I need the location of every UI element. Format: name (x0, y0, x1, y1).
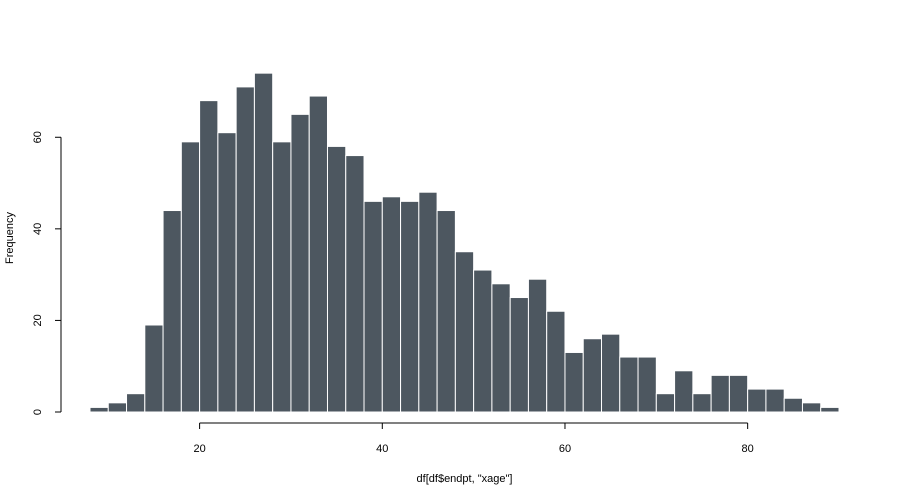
histogram-bar (546, 310, 566, 413)
histogram-bar (619, 356, 639, 413)
histogram-bar (601, 333, 621, 413)
histogram-bar (162, 210, 182, 413)
histogram-bar (418, 191, 438, 413)
x-tick-label: 80 (742, 443, 754, 455)
histogram-bar (272, 141, 292, 413)
y-tick-label: 20 (32, 314, 44, 326)
histogram-bar (326, 145, 347, 413)
histogram-bar (692, 393, 712, 413)
histogram-bar (436, 210, 456, 413)
histogram-bar (747, 388, 767, 413)
histogram-bar (509, 297, 529, 413)
histogram-bar (527, 278, 548, 413)
histogram-bar (400, 200, 420, 413)
histogram-bar (783, 397, 803, 413)
histogram-bar (655, 393, 676, 413)
histogram-bar (308, 95, 328, 413)
histogram-bar (582, 338, 603, 413)
histogram-bar (235, 86, 255, 413)
histogram-bar (89, 406, 109, 413)
histogram-bar (820, 406, 840, 413)
histogram-bar (126, 393, 146, 413)
histogram-bar (290, 113, 310, 413)
histogram-bar (199, 100, 219, 413)
histogram-bar (107, 402, 128, 413)
histogram-bar (765, 388, 785, 413)
histogram-bar (801, 402, 822, 413)
y-tick-label: 40 (32, 223, 44, 235)
histogram-bar (217, 132, 237, 413)
x-tick-label: 60 (559, 443, 571, 455)
histogram-bar (363, 200, 383, 413)
histogram-bar (345, 155, 365, 413)
histogram-bar (144, 324, 164, 413)
histogram-bar (253, 72, 274, 413)
histogram-bar (473, 269, 493, 413)
histogram-bar (674, 370, 694, 413)
histogram-bar (491, 283, 511, 413)
x-axis-ticks: 20 40 60 80 (193, 423, 754, 455)
y-tick-label: 60 (32, 131, 44, 143)
histogram-bar (728, 374, 749, 413)
y-axis-ticks: 0 20 40 60 (32, 131, 61, 415)
x-tick-label: 20 (193, 443, 205, 455)
histogram-bar (564, 351, 584, 413)
y-axis-label: Frequency (4, 212, 16, 264)
histogram-bar (710, 374, 730, 413)
histogram-bars (89, 72, 840, 413)
histogram-bar (454, 251, 475, 413)
y-tick-label: 0 (32, 409, 44, 415)
x-tick-label: 40 (376, 443, 388, 455)
histogram-bar (637, 356, 657, 413)
histogram-bar (180, 141, 201, 413)
histogram-bar (381, 196, 402, 413)
x-axis-label: df[df$endpt, "xage"] (417, 473, 513, 485)
